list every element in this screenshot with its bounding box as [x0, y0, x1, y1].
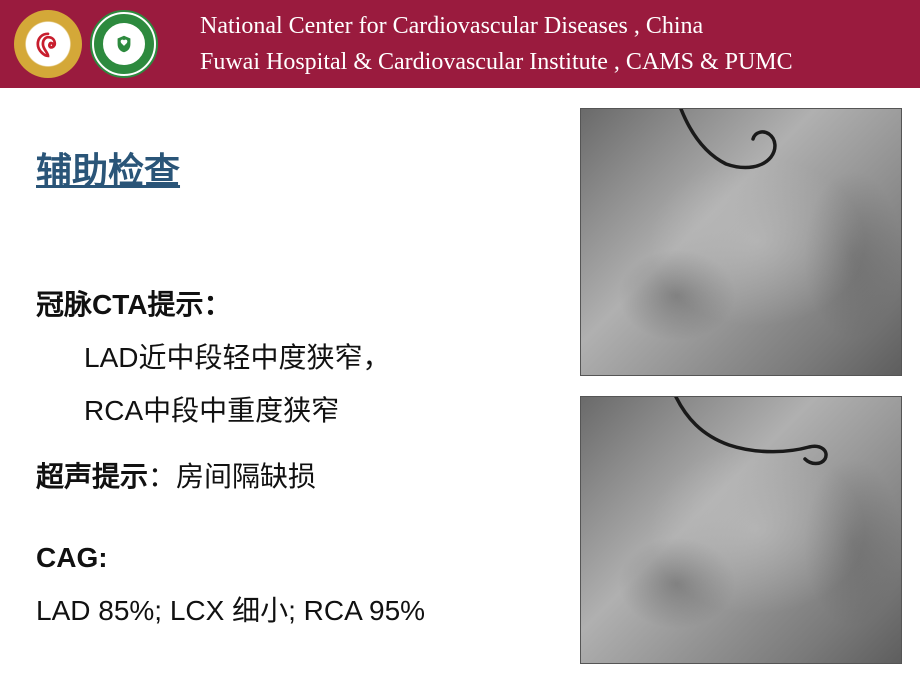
cta-label: 冠脉CTA提示：: [36, 278, 580, 331]
header-line2: Fuwai Hospital & Cardiovascular Institut…: [200, 44, 793, 80]
echo-value: ：房间隔缺损: [148, 461, 316, 492]
clinical-findings: 冠脉CTA提示： LAD近中段轻中度狭窄， RCA中段中重度狭窄 超声提示：房间…: [36, 278, 580, 637]
logo1-inner: [26, 22, 70, 66]
cag-label: CAG:: [36, 531, 580, 584]
header-title-block: National Center for Cardiovascular Disea…: [200, 8, 793, 80]
image-column: [580, 88, 920, 690]
catheter-overlay-1: [581, 109, 902, 376]
cta-finding-1: LAD近中段轻中度狭窄，: [36, 331, 580, 384]
angiogram-image-top: [580, 108, 902, 376]
header-banner: National Center for Cardiovascular Disea…: [0, 0, 920, 88]
fuwai-hospital-logo: [90, 10, 158, 78]
catheter-overlay-2: [581, 397, 902, 664]
section-title: 辅助检查: [36, 142, 580, 194]
content-area: 辅助检查 冠脉CTA提示： LAD近中段轻中度狭窄， RCA中段中重度狭窄 超声…: [0, 88, 920, 690]
heart-shield-icon: [110, 30, 138, 58]
logo2-ring: [94, 14, 154, 74]
angiogram-image-bottom: [580, 396, 902, 664]
text-column: 辅助检查 冠脉CTA提示： LAD近中段轻中度狭窄， RCA中段中重度狭窄 超声…: [0, 88, 580, 690]
header-line1: National Center for Cardiovascular Disea…: [200, 8, 793, 44]
national-center-logo: [14, 10, 82, 78]
heart-swirl-icon: [31, 27, 65, 61]
echo-label: 超声提示: [36, 461, 148, 492]
cta-finding-2: RCA中段中重度狭窄: [36, 384, 580, 437]
echo-row: 超声提示：房间隔缺损: [36, 450, 580, 503]
cag-value: LAD 85%; LCX 细小; RCA 95%: [36, 584, 580, 637]
